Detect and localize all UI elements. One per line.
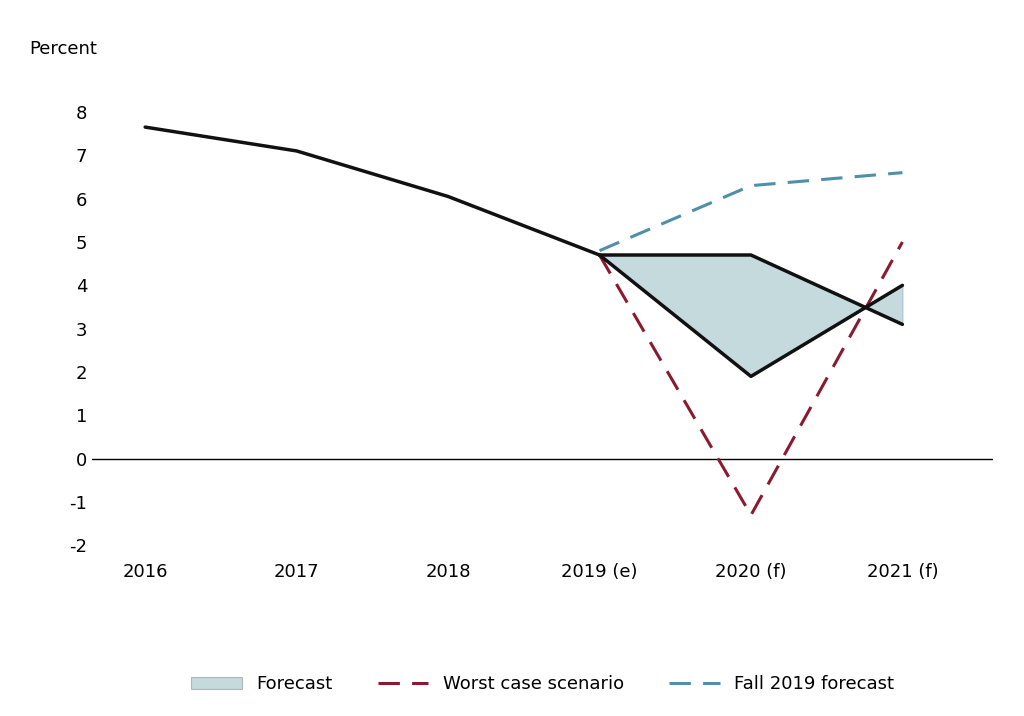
Text: Percent: Percent xyxy=(29,39,97,57)
Legend: Forecast, Worst case scenario, Fall 2019 forecast: Forecast, Worst case scenario, Fall 2019… xyxy=(184,668,901,701)
